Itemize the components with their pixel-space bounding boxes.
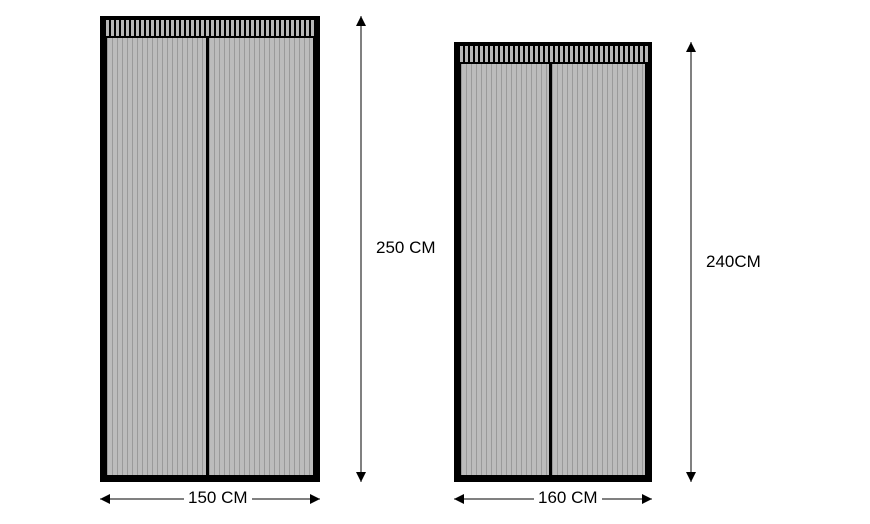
door-1: [100, 16, 320, 482]
door-1-top-strip: [104, 20, 316, 38]
door-2-right-panel: [549, 46, 648, 478]
door-1-height-arrow: [352, 6, 370, 492]
door-2-top-strip: [458, 46, 648, 64]
door-1-left-panel: [104, 20, 214, 478]
door-2: [454, 42, 652, 482]
door-1-width-label: 150 CM: [184, 488, 252, 508]
door-2-left-panel: [458, 46, 557, 478]
door-2-width-label: 160 CM: [534, 488, 602, 508]
door-1-right-panel: [206, 20, 316, 478]
door-2-height-arrow: [682, 32, 700, 492]
door-1-height-label: 250 CM: [376, 238, 436, 258]
door-2-height-label: 240CM: [706, 252, 761, 272]
